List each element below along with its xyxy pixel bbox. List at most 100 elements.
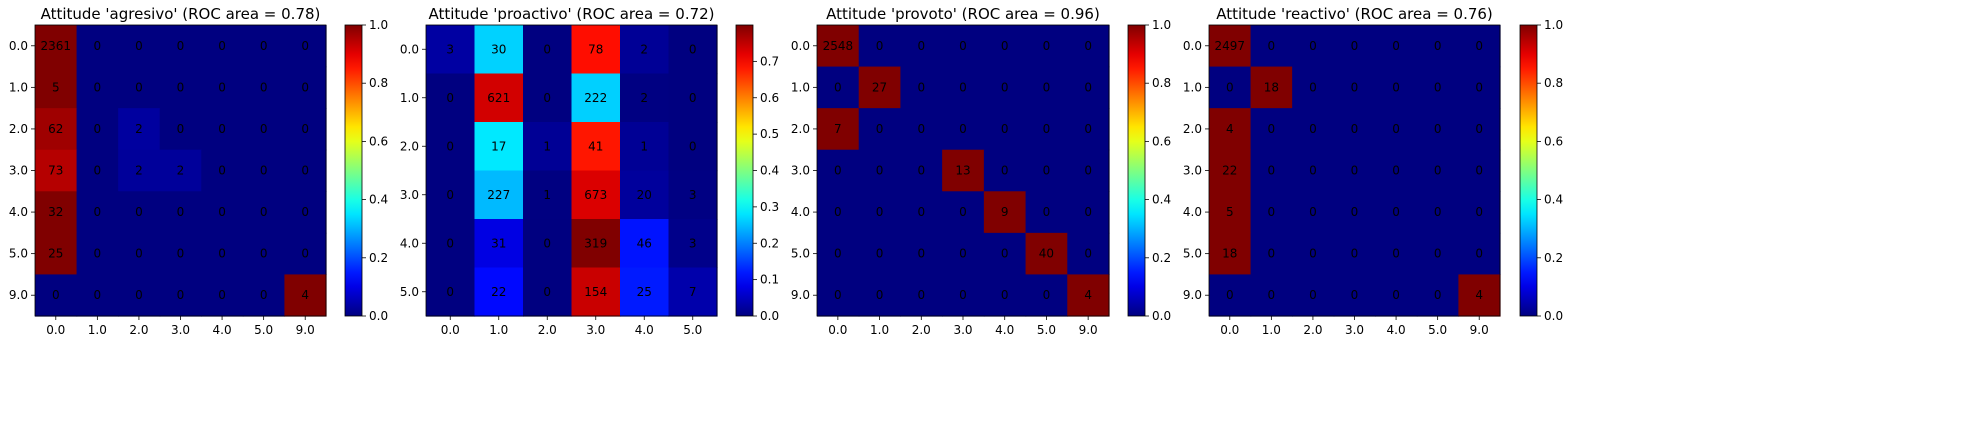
heatmap-cell bbox=[76, 66, 119, 109]
x-tick-label: 1.0 bbox=[88, 323, 107, 337]
y-tick-label: 4.0 bbox=[9, 205, 28, 219]
cell-value-label: 0 bbox=[917, 288, 925, 302]
heatmap-cell bbox=[1458, 274, 1501, 317]
heatmap-cell bbox=[523, 73, 573, 123]
heatmap-cell bbox=[983, 149, 1027, 192]
heatmap-cell bbox=[76, 274, 119, 317]
cell-value-label: 0 bbox=[135, 288, 143, 302]
cell-value-label: 2361 bbox=[41, 39, 72, 53]
cell-value-label: 32 bbox=[48, 205, 63, 219]
cell-value-label: 0 bbox=[834, 164, 842, 178]
cell-value-label: 0 bbox=[1043, 80, 1051, 94]
heatmap-cell bbox=[817, 191, 860, 234]
cell-value-label: 0 bbox=[177, 80, 185, 94]
x-tick-label: 9.0 bbox=[1079, 323, 1098, 337]
x-tick-label: 2.0 bbox=[538, 323, 557, 337]
heatmap-cell bbox=[858, 108, 902, 151]
x-tick-label: 0.0 bbox=[46, 323, 65, 337]
cell-value-label: 0 bbox=[876, 247, 884, 261]
cell-value-label: 2548 bbox=[823, 39, 854, 53]
heatmap-cell bbox=[1292, 108, 1335, 151]
heatmap-cell bbox=[983, 274, 1027, 317]
cell-value-label: 0 bbox=[260, 122, 268, 136]
cell-value-label: 0 bbox=[959, 288, 967, 302]
heatmap-cell bbox=[1250, 108, 1293, 151]
x-tick-label: 2.0 bbox=[912, 323, 931, 337]
cell-value-label: 0 bbox=[1434, 80, 1442, 94]
cell-value-label: 0 bbox=[301, 205, 309, 219]
heatmap-cell bbox=[242, 66, 286, 109]
heatmap-cell bbox=[1333, 232, 1376, 276]
heatmap-cell bbox=[900, 149, 943, 192]
heatmap-cell bbox=[242, 274, 286, 317]
cell-value-label: 0 bbox=[446, 91, 454, 105]
cell-value-label: 40 bbox=[1039, 247, 1054, 261]
heatmap-cell bbox=[284, 149, 327, 192]
heatmap-cell bbox=[159, 191, 202, 234]
cell-value-label: 0 bbox=[834, 205, 842, 219]
cell-value-label: 0 bbox=[1309, 288, 1317, 302]
cell-value-label: 22 bbox=[1222, 164, 1237, 178]
heatmap-cell bbox=[1458, 66, 1501, 109]
x-tick-label: 0.0 bbox=[441, 323, 460, 337]
heatmap-cell bbox=[571, 122, 621, 172]
heatmap-cell bbox=[1333, 25, 1376, 68]
heatmap-cell bbox=[201, 25, 244, 68]
heatmap-cell bbox=[817, 66, 860, 109]
heatmap-cell bbox=[118, 149, 161, 192]
cell-value-label: 0 bbox=[135, 39, 143, 53]
cell-value-label: 0 bbox=[218, 122, 226, 136]
heatmap-cell bbox=[817, 232, 860, 276]
heatmap-cell bbox=[1025, 149, 1068, 192]
cell-value-label: 0 bbox=[959, 205, 967, 219]
heatmap-cell bbox=[1292, 25, 1335, 68]
heatmap-cell bbox=[942, 232, 985, 276]
colorbar bbox=[735, 24, 754, 317]
heatmap-panel-1: Attitude 'agresivo' (ROC area = 0.78) 236… bbox=[9, 5, 388, 337]
heatmap-cell bbox=[620, 73, 670, 123]
cell-value-label: 2 bbox=[135, 164, 143, 178]
cell-value-label: 0 bbox=[1226, 80, 1234, 94]
colorbar-tick-label: 1.0 bbox=[1544, 18, 1563, 32]
heatmap-cell bbox=[201, 191, 244, 234]
heatmap-cell bbox=[571, 25, 621, 75]
y-tick-label: 0.0 bbox=[1183, 39, 1202, 53]
heatmap-cell bbox=[1375, 149, 1418, 192]
heatmap-cell bbox=[1067, 149, 1110, 192]
plot-frame bbox=[425, 24, 718, 317]
heatmap-cell bbox=[1458, 149, 1501, 192]
cell-value-label: 3 bbox=[689, 188, 697, 202]
heatmap-cell bbox=[159, 274, 202, 317]
heatmap-cell bbox=[1067, 66, 1110, 109]
colorbar-tick-label: 0.8 bbox=[369, 76, 388, 90]
x-tick-label: 3.0 bbox=[953, 323, 972, 337]
cell-value-label: 0 bbox=[94, 80, 102, 94]
heatmap-cell bbox=[1067, 191, 1110, 234]
colorbar-tick-label: 0.5 bbox=[760, 127, 779, 141]
cell-value-label: 0 bbox=[1001, 80, 1009, 94]
heatmap-cell bbox=[118, 108, 161, 151]
heatmap-cell bbox=[942, 66, 985, 109]
cell-value-label: 0 bbox=[135, 247, 143, 261]
heatmap-cell bbox=[900, 191, 943, 234]
cell-value-label: 0 bbox=[260, 288, 268, 302]
cell-value-label: 0 bbox=[94, 247, 102, 261]
heatmap-cell bbox=[858, 274, 902, 317]
heatmap-cell bbox=[201, 232, 244, 276]
cell-value-label: 0 bbox=[1043, 205, 1051, 219]
heatmap-cell bbox=[523, 267, 573, 317]
cell-value-label: 0 bbox=[1475, 80, 1483, 94]
heatmap-cell bbox=[118, 25, 161, 68]
y-tick-label: 0.0 bbox=[791, 39, 810, 53]
heatmap-cell bbox=[118, 66, 161, 109]
cell-value-label: 0 bbox=[1001, 247, 1009, 261]
heatmap-cell bbox=[983, 108, 1027, 151]
cell-value-label: 0 bbox=[543, 42, 551, 56]
heatmap-cell bbox=[159, 149, 202, 192]
heatmap-cell bbox=[942, 149, 985, 192]
cell-value-label: 0 bbox=[260, 164, 268, 178]
cell-value-label: 9 bbox=[1001, 205, 1009, 219]
cell-value-label: 0 bbox=[1043, 122, 1051, 136]
x-tick-label: 1.0 bbox=[870, 323, 889, 337]
